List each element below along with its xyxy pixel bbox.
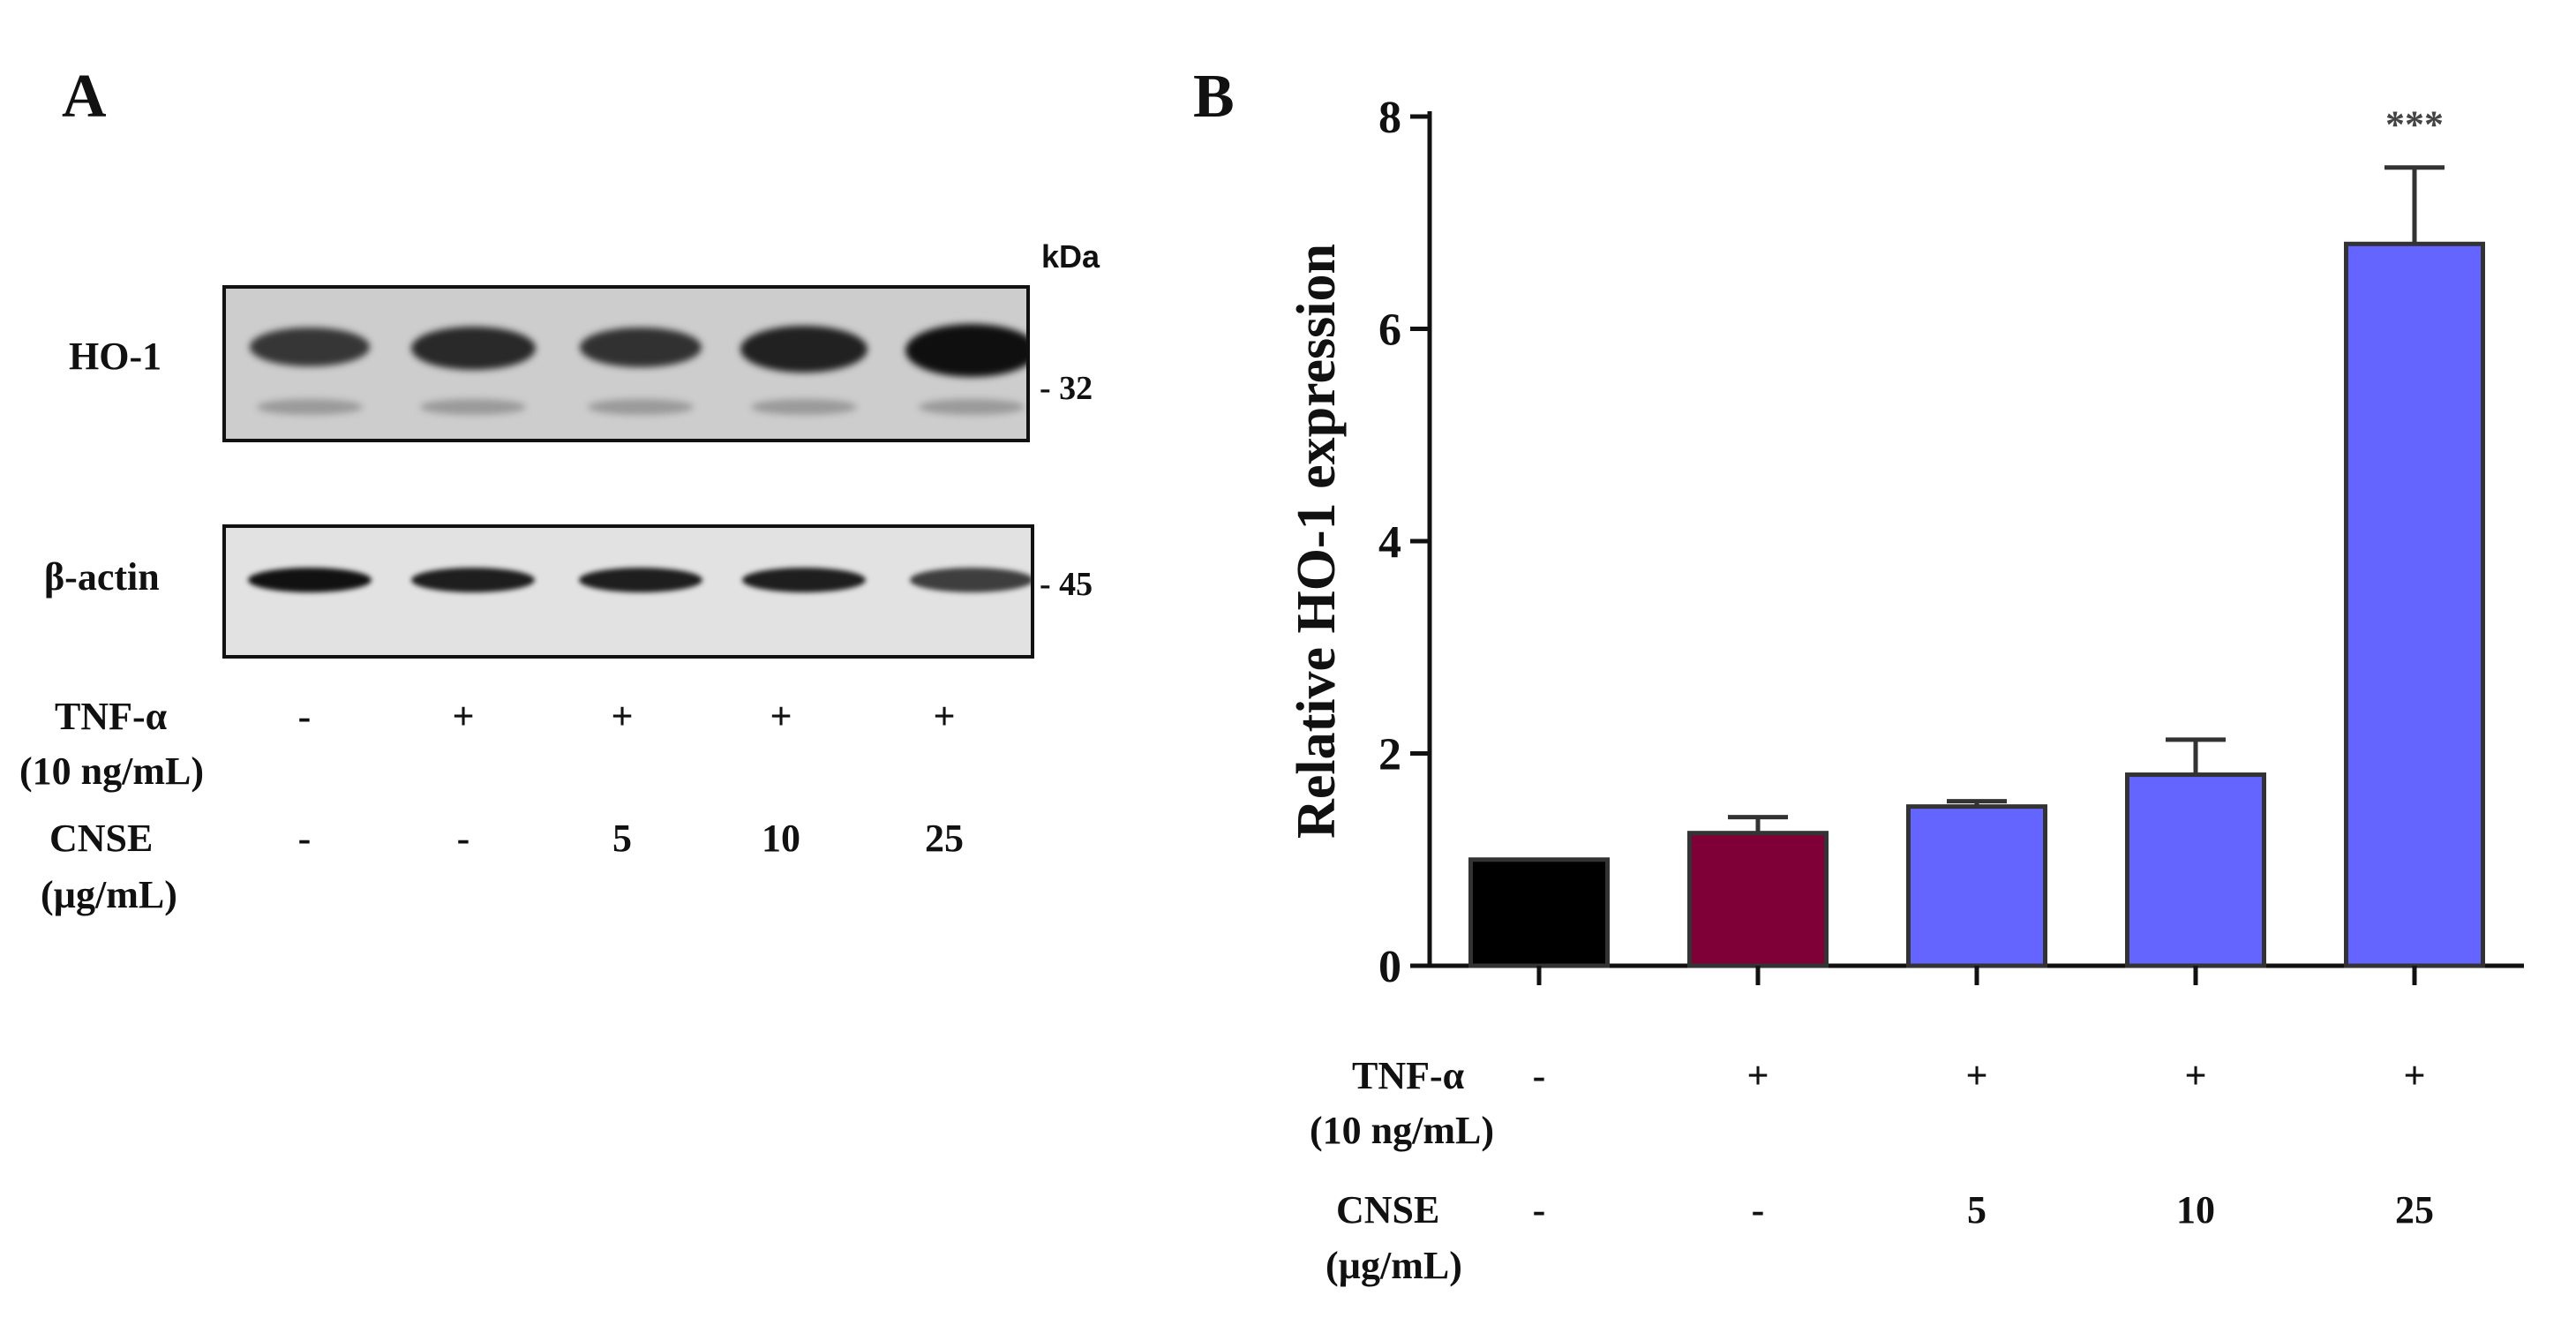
panel-a-cnse-value: - xyxy=(456,817,470,860)
y-tick-label: 6 xyxy=(1378,305,1401,356)
panel-b-letter: B xyxy=(1193,63,1235,131)
panel-b-cnse-value: - xyxy=(1751,1188,1765,1231)
panel-b-tnf-value: + xyxy=(2403,1054,2426,1097)
bar xyxy=(1906,804,2047,968)
ho1-band xyxy=(905,324,1026,377)
ho1-faint-band xyxy=(257,399,363,415)
panel-b-cnse-value: 5 xyxy=(1967,1188,1986,1231)
panel-a-tnf-value: + xyxy=(611,695,634,738)
panel-a-letter: A xyxy=(62,63,107,131)
panel-b-tnf-conc: (10 ng/mL) xyxy=(1310,1109,1494,1152)
panel-a-cnse-value: 25 xyxy=(925,817,964,860)
actin-band xyxy=(910,568,1031,592)
panel-b-cnse-value: 25 xyxy=(2395,1188,2434,1231)
panel-a-tnf-value: + xyxy=(933,695,956,738)
bar xyxy=(1687,831,1829,968)
actin-marker-45: - 45 xyxy=(1040,566,1093,603)
ho1-band xyxy=(410,326,536,370)
panel-a-cnse-label: CNSE xyxy=(49,817,154,860)
ho1-blot xyxy=(222,285,1030,442)
kda-label: kDa xyxy=(1041,238,1100,275)
panel-a-cnse-value: - xyxy=(297,817,312,860)
beta-actin-row-label: β-actin xyxy=(44,555,160,599)
panel-a-tnf-value: + xyxy=(770,695,792,738)
bar xyxy=(2344,241,2485,968)
actin-band xyxy=(579,568,702,592)
bar xyxy=(1468,857,1610,968)
panel-b-tnf-value: - xyxy=(1532,1054,1546,1097)
ho1-faint-band xyxy=(919,399,1025,415)
ho1-faint-band xyxy=(420,399,526,415)
ho1-band xyxy=(249,328,371,366)
panel-a-tnf-label: TNF-α xyxy=(55,695,168,738)
panel-b-cnse-value: - xyxy=(1532,1188,1546,1231)
ho1-band xyxy=(580,327,702,368)
actin-band xyxy=(248,568,372,592)
panel-b-cnse-value: 10 xyxy=(2176,1188,2215,1231)
y-tick-label: 0 xyxy=(1378,942,1401,992)
significance-label: *** xyxy=(2385,103,2444,147)
panel-a-cnse-value: 10 xyxy=(762,817,800,860)
panel-b-tnf-value: + xyxy=(2184,1054,2207,1097)
panel-b-tnf-label: TNF-α xyxy=(1352,1054,1465,1097)
bar-chart: Relative HO-1 expression 0 2 4 6 8 *** xyxy=(1287,93,2524,992)
beta-actin-blot xyxy=(222,524,1034,659)
ho1-faint-band xyxy=(588,399,694,415)
panel-a-tnf-conc: (10 ng/mL) xyxy=(19,749,204,793)
panel-b-tnf-value: + xyxy=(1746,1054,1769,1097)
ho1-row-label: HO-1 xyxy=(69,335,162,378)
panel-a-tnf-value: + xyxy=(452,695,475,738)
ho1-band xyxy=(740,325,867,373)
panel-b-cnse-conc: (µg/mL) xyxy=(1326,1244,1462,1287)
ho1-marker-32: - 32 xyxy=(1040,370,1093,407)
ho1-faint-band xyxy=(751,399,857,415)
actin-band xyxy=(411,568,535,592)
bar xyxy=(2125,772,2266,968)
y-axis-label: Relative HO-1 expression xyxy=(1287,244,1347,839)
panel-a-cnse-conc: (µg/mL) xyxy=(41,873,177,916)
panel-b-tnf-value: + xyxy=(1965,1054,1988,1097)
panel-a-cnse-value: 5 xyxy=(612,817,632,860)
actin-band xyxy=(742,568,866,592)
y-tick-label: 2 xyxy=(1378,730,1401,780)
panel-b-cnse-label: CNSE xyxy=(1336,1188,1440,1231)
y-tick-label: 4 xyxy=(1378,517,1401,568)
panel-a-tnf-value: - xyxy=(297,695,312,738)
y-tick-label: 8 xyxy=(1378,93,1401,143)
